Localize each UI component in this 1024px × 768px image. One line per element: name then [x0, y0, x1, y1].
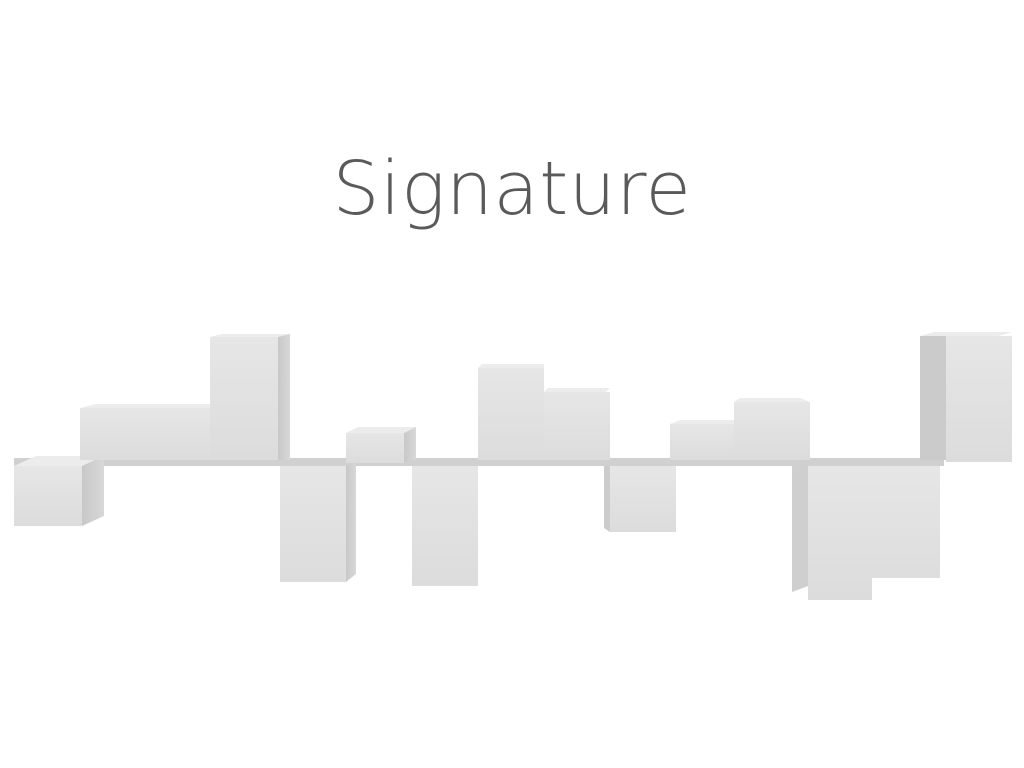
block-4	[280, 460, 356, 582]
baseline-band	[14, 458, 944, 466]
slide-title: Signature	[332, 146, 692, 232]
block-6	[412, 466, 478, 586]
block-11	[920, 332, 1012, 462]
block-2	[80, 404, 212, 460]
block-1	[14, 456, 104, 526]
block-8	[604, 466, 676, 532]
block-9	[670, 398, 810, 460]
block-3	[210, 334, 290, 460]
block-7	[478, 364, 610, 460]
block-10	[792, 460, 940, 600]
block-5	[346, 427, 416, 463]
